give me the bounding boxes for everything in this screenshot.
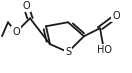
Text: O: O (112, 11, 120, 21)
Text: HO: HO (96, 45, 112, 55)
Text: S: S (65, 47, 71, 57)
Text: O: O (12, 27, 20, 37)
Text: O: O (22, 1, 30, 11)
